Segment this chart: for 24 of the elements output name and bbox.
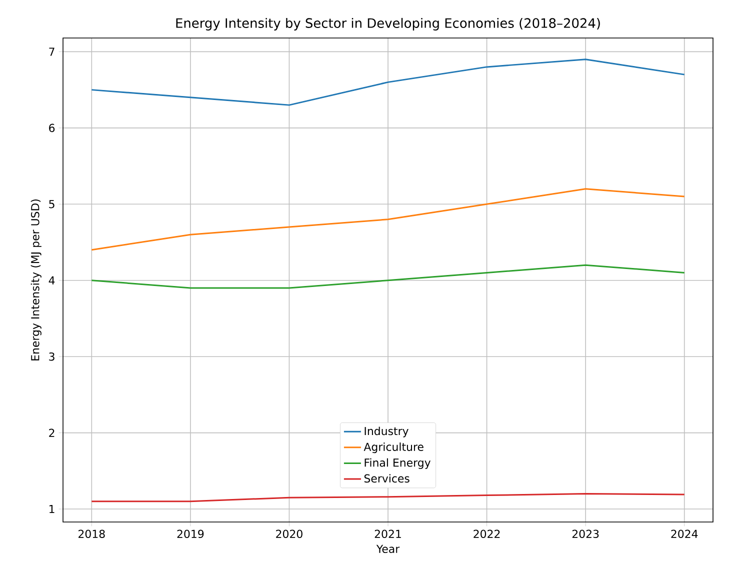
y-tick-label: 7 — [49, 48, 54, 56]
y-axis-title: Energy Intensity (MJ per USD) — [30, 200, 42, 360]
x-tick-label: 2018 — [78, 530, 105, 538]
legend-label: Final Energy — [364, 458, 430, 469]
line-series — [90, 188, 686, 251]
x-tick-label: 2023 — [572, 530, 599, 538]
legend-label: Industry — [364, 426, 408, 438]
line-series — [90, 264, 686, 289]
x-tick-label: 2019 — [177, 530, 204, 538]
legend-label: Services — [364, 474, 410, 483]
chart-title: Energy Intensity by Sector in Developing Economies (2018–2024) — [176, 18, 600, 30]
y-tick-label: 1 — [50, 505, 54, 514]
line-series — [90, 493, 686, 502]
x-tick-label: 2020 — [276, 530, 302, 538]
legend-label: Agriculture — [364, 442, 424, 454]
y-tick-label: 5 — [49, 200, 54, 208]
y-tick-label: 4 — [48, 276, 55, 284]
x-tick-label: 2021 — [374, 530, 401, 538]
x-tick-label: 2022 — [474, 530, 500, 538]
y-tick-label: 2 — [49, 428, 54, 437]
x-axis-title: Year — [376, 544, 400, 554]
x-tick-label: 2024 — [671, 530, 698, 538]
y-tick-label: 3 — [49, 352, 54, 361]
y-tick-label: 6 — [49, 124, 55, 132]
